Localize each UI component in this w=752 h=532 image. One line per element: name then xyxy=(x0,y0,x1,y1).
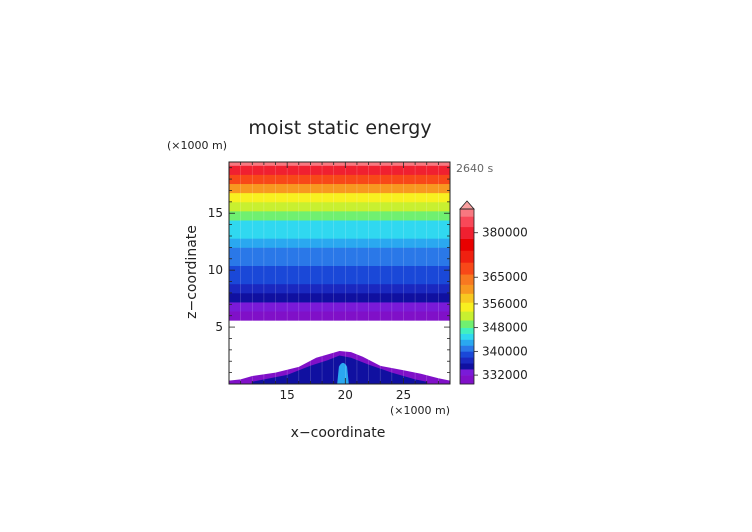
plot-frame xyxy=(228,161,451,385)
colorbar-frame xyxy=(459,208,475,385)
colorbar-segment xyxy=(460,216,474,228)
colorbar-segment xyxy=(460,311,474,321)
y-tick-label: 15 xyxy=(208,206,223,220)
field-band xyxy=(229,229,450,239)
x-unit-label: (×1000 m) xyxy=(390,404,450,417)
colorbar-segment xyxy=(460,375,474,385)
colorbar-segment xyxy=(460,357,474,364)
colorbar-segment xyxy=(460,238,474,251)
colorbar-tick-label: 365000 xyxy=(482,270,528,284)
colorbar-over-arrow xyxy=(459,200,475,210)
field-band xyxy=(229,192,450,203)
field-band xyxy=(229,210,450,221)
field-band xyxy=(229,256,450,266)
colorbar-segment xyxy=(460,320,474,328)
colorbar-tick-label: 380000 xyxy=(482,226,528,240)
chart-title: moist static energy xyxy=(248,117,431,139)
colorbar-segment xyxy=(460,274,474,285)
field-band xyxy=(229,165,450,175)
y-tick-label: 10 xyxy=(208,263,223,277)
colorbar-tick-label: 340000 xyxy=(482,344,528,358)
colorbar-segment xyxy=(460,339,474,346)
convective-plume xyxy=(337,362,349,384)
colorbar-tick-label: 356000 xyxy=(482,297,528,311)
colorbar-segment xyxy=(460,333,474,340)
field-band xyxy=(229,238,450,248)
field-band xyxy=(229,311,450,321)
field-band xyxy=(229,183,450,194)
field-band xyxy=(229,292,450,303)
field-band xyxy=(229,174,450,185)
colorbar-segment xyxy=(460,302,474,312)
field-band xyxy=(229,302,450,312)
colorbar: 332000 340000 348000 356000 365000 380000 xyxy=(459,200,528,385)
y-tick-label: 5 xyxy=(215,320,223,334)
field-band xyxy=(229,247,450,257)
field-band xyxy=(229,274,450,285)
x-axis-label: x−coordinate xyxy=(291,425,386,441)
colorbar-segment xyxy=(460,209,474,217)
field-band xyxy=(229,265,450,276)
colorbar-segment xyxy=(460,293,474,303)
x-tick-label: 20 xyxy=(338,388,353,402)
y-unit-label: (×1000 m) xyxy=(167,139,227,152)
field-band xyxy=(229,283,450,294)
field-band xyxy=(229,220,450,230)
colorbar-segment xyxy=(460,369,474,376)
colorbar-tick-label: 348000 xyxy=(482,321,528,335)
time-label: 2640 s xyxy=(456,162,493,175)
colorbar-segment xyxy=(460,284,474,294)
colorbar-segment xyxy=(460,250,474,263)
y-axis-label: z−coordinate xyxy=(184,225,200,319)
colorbar-tick-label: 332000 xyxy=(482,368,528,382)
colorbar-segment xyxy=(460,363,474,370)
colorbar-segment xyxy=(460,345,474,352)
colorbar-segment xyxy=(460,327,474,334)
plot-axes: 15 20 25 5 10 15 xyxy=(208,161,451,402)
field-band xyxy=(229,201,450,212)
colorbar-segment xyxy=(460,351,474,358)
colorbar-segment xyxy=(460,262,474,275)
x-tick-label: 15 xyxy=(280,388,295,402)
x-tick-label: 25 xyxy=(396,388,411,402)
plot-area xyxy=(228,162,451,384)
colorbar-segment xyxy=(460,226,474,239)
field-band xyxy=(229,162,450,166)
